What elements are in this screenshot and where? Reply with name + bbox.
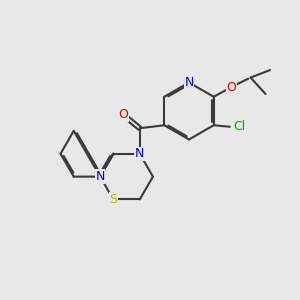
Text: N: N	[135, 147, 144, 160]
Text: O: O	[118, 108, 128, 121]
Text: O: O	[226, 81, 236, 94]
Text: N: N	[184, 76, 194, 89]
Text: Cl: Cl	[233, 120, 245, 133]
Text: S: S	[109, 193, 117, 206]
Text: N: N	[95, 170, 105, 183]
